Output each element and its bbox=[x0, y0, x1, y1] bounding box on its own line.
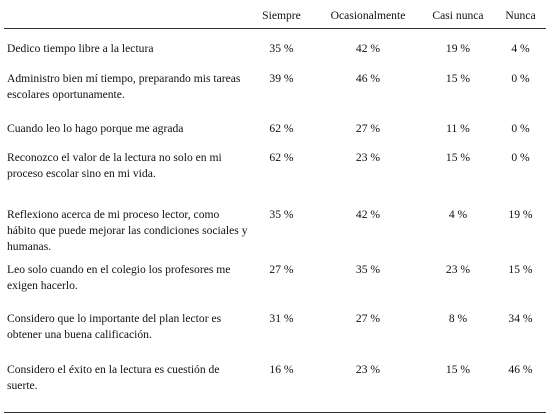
statement-cell: Administro bien mí tiempo, preparando mi… bbox=[7, 72, 241, 101]
ocasionalmente-cell: 27 % bbox=[355, 312, 381, 325]
statement-cell: Cuando leo lo hago porque me agrada bbox=[7, 122, 184, 135]
ocasionalmente-cell: 27 % bbox=[355, 122, 381, 135]
siempre-cell: 62 % bbox=[269, 122, 294, 135]
ocasionalmente-cell: 35 % bbox=[355, 263, 381, 276]
casi-nunca-cell: 4 % bbox=[448, 208, 468, 221]
casi-nunca-cell: 11 % bbox=[446, 122, 470, 135]
header-row: Siempre Ocasionalmente Casi nunca Nunca bbox=[4, 1, 546, 29]
casi-nunca-cell: 8 % bbox=[448, 312, 468, 325]
statement-cell: Leo solo cuando en el colegio los profes… bbox=[7, 263, 231, 292]
nunca-cell: 0 % bbox=[511, 122, 530, 135]
statement-cell: Reflexiono acerca de mi proceso lector, … bbox=[7, 208, 248, 253]
table-row: Reflexiono acerca de mi proceso lector, … bbox=[4, 198, 546, 256]
table-row: Leo solo cuando en el colegio los profes… bbox=[4, 256, 546, 308]
table-row: Administro bien mí tiempo, preparando mi… bbox=[4, 67, 546, 115]
ocasionalmente-cell: 42 % bbox=[355, 208, 381, 221]
ocasionalmente-cell: 42 % bbox=[355, 41, 381, 55]
siempre-cell: 16 % bbox=[248, 360, 315, 413]
nunca-cell: 19 % bbox=[508, 208, 533, 221]
statement-cell: Considero el éxito en la lectura es cues… bbox=[4, 360, 248, 413]
header-statement bbox=[4, 1, 248, 29]
header-ocasionalmente: Ocasionalmente bbox=[315, 1, 421, 29]
header-siempre: Siempre bbox=[248, 1, 315, 29]
nunca-cell: 4 % bbox=[511, 41, 530, 55]
table-row: Cuando leo lo hago porque me agrada 62 %… bbox=[4, 115, 546, 147]
siempre-cell: 35 % bbox=[269, 208, 294, 221]
nunca-cell: 34 % bbox=[508, 312, 533, 325]
casi-nunca-cell: 15 % bbox=[445, 72, 471, 85]
siempre-cell: 31 % bbox=[269, 312, 294, 325]
nunca-cell: 46 % bbox=[495, 360, 546, 413]
siempre-cell: 39 % bbox=[269, 72, 294, 85]
casi-nunca-cell: 15 % bbox=[445, 151, 471, 164]
siempre-cell: 62 % bbox=[269, 151, 294, 164]
casi-nunca-cell: 23 % bbox=[445, 263, 471, 276]
nunca-cell: 15 % bbox=[508, 263, 533, 276]
casi-nunca-cell: 19 % bbox=[445, 41, 471, 55]
nunca-cell: 0 % bbox=[511, 151, 530, 164]
table-row: Dedico tiempo libre a la lectura 35 % 42… bbox=[4, 28, 546, 67]
siempre-cell: 27 % bbox=[269, 263, 294, 276]
table-row: Reconozco el valor de la lectura no solo… bbox=[4, 147, 546, 198]
ocasionalmente-cell: 23 % bbox=[355, 151, 381, 164]
table-row: Considero que lo importante del plan lec… bbox=[4, 308, 546, 360]
casi-nunca-cell: 15 % bbox=[421, 360, 495, 413]
table-row: Considero el éxito en la lectura es cues… bbox=[4, 360, 546, 413]
ocasionalmente-cell: 46 % bbox=[355, 72, 381, 85]
header-nunca: Nunca bbox=[495, 1, 546, 29]
header-casi-nunca: Casi nunca bbox=[421, 1, 495, 29]
statement-cell: Dedico tiempo libre a la lectura bbox=[7, 41, 154, 55]
statement-cell: Reconozco el valor de la lectura no solo… bbox=[7, 151, 222, 180]
siempre-cell: 35 % bbox=[269, 41, 294, 55]
nunca-cell: 0 % bbox=[511, 72, 530, 85]
ocasionalmente-cell: 23 % bbox=[315, 360, 421, 413]
survey-table: Siempre Ocasionalmente Casi nunca Nunca … bbox=[4, 1, 546, 413]
statement-cell: Considero que lo importante del plan lec… bbox=[7, 312, 222, 341]
